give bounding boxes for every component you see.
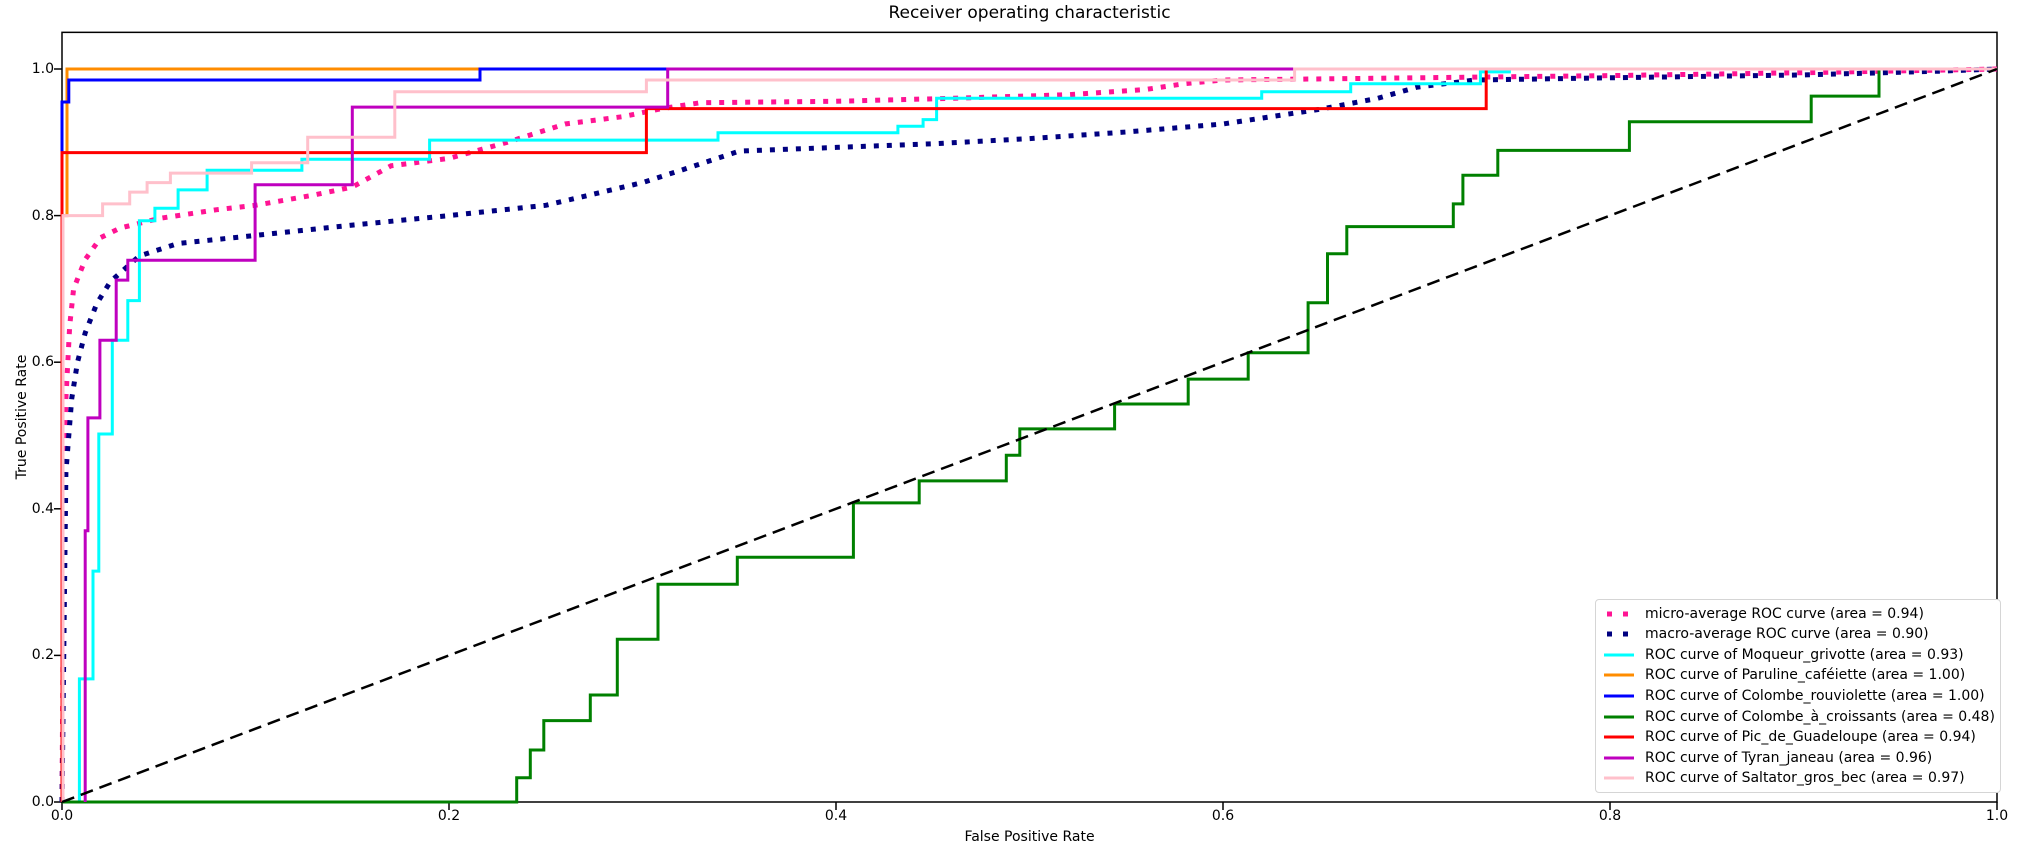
legend-marker — [1604, 673, 1634, 677]
legend-label: ROC curve of Moqueur_grivotte (area = 0.… — [1645, 646, 1964, 663]
legend-marker — [1604, 735, 1634, 739]
x-tick-label: 1.0 — [1985, 808, 2009, 824]
legend-marker — [1604, 653, 1634, 657]
legend-label: micro-average ROC curve (area = 0.94) — [1645, 605, 1924, 622]
legend-marker — [1604, 776, 1634, 780]
legend-item: ROC curve of Pic_de_Guadeloupe (area = 0… — [1602, 727, 1996, 747]
legend-marker — [1604, 715, 1634, 719]
legend-item: ROC curve of Tyran_janeau (area = 0.96) — [1602, 748, 1996, 768]
legend-label: ROC curve of Pic_de_Guadeloupe (area = 0… — [1645, 729, 1976, 746]
y-tick-label: 0.4 — [31, 501, 54, 517]
legend: micro-average ROC curve (area = 0.94) ma… — [1595, 599, 2001, 793]
legend-label: ROC curve of Colombe_à_croissants (area … — [1645, 708, 1995, 725]
x-tick-label: 0.2 — [437, 808, 461, 824]
x-axis-label: False Positive Rate — [964, 829, 1095, 845]
legend-item: ROC curve of Moqueur_grivotte (area = 0.… — [1602, 645, 1996, 665]
chart-title: Receiver operating characteristic — [888, 3, 1171, 23]
curve-roc-saltator-gros-bec — [61, 67, 1997, 802]
legend-marker — [1604, 756, 1634, 760]
legend-item: ROC curve of Saltator_gros_bec (area = 0… — [1602, 768, 1996, 788]
curve-roc-tyran-janeau — [83, 67, 1997, 802]
y-tick-label: 0.6 — [31, 354, 54, 370]
x-tick-label: 0.4 — [824, 808, 848, 824]
legend-label: macro-average ROC curve (area = 0.90) — [1645, 626, 1929, 643]
y-tick-label: 1.0 — [31, 61, 54, 77]
y-tick-label: 0.0 — [31, 794, 54, 810]
curve-roc-colombe-rouviolette — [60, 67, 1997, 802]
legend-label: ROC curve of Saltator_gros_bec (area = 0… — [1645, 770, 1965, 787]
legend-label: ROC curve of Tyran_janeau (area = 0.96) — [1645, 749, 1933, 766]
x-tick-label: 0.8 — [1598, 808, 1622, 824]
legend-item: macro-average ROC curve (area = 0.90) — [1602, 624, 1996, 644]
curve-roc-colombe-a-croissants — [62, 67, 1997, 804]
legend-item: micro-average ROC curve (area = 0.94) — [1602, 604, 1996, 624]
legend-label: ROC curve of Paruline_caféiette (area = … — [1645, 667, 1966, 684]
legend-item: ROC curve of Colombe_rouviolette (area =… — [1602, 686, 1996, 706]
legend-item: ROC curve of Paruline_caféiette (area = … — [1602, 665, 1996, 685]
legend-marker — [1607, 611, 1634, 617]
curve-chance-diagonal — [61, 67, 1998, 804]
legend-label: ROC curve of Colombe_rouviolette (area =… — [1645, 687, 1985, 704]
legend-item: ROC curve of Colombe_à_croissants (area … — [1602, 707, 1996, 727]
legend-marker — [1607, 631, 1634, 637]
x-tick-label: 0.0 — [50, 808, 74, 824]
legend-marker — [1604, 694, 1634, 698]
curve-roc-moqueur-grivotte — [77, 67, 1997, 802]
x-tick-label: 0.6 — [1211, 808, 1235, 824]
y-axis-label: True Positive Rate — [14, 354, 30, 480]
y-tick-label: 0.8 — [31, 208, 54, 224]
y-tick-label: 0.2 — [31, 647, 54, 663]
